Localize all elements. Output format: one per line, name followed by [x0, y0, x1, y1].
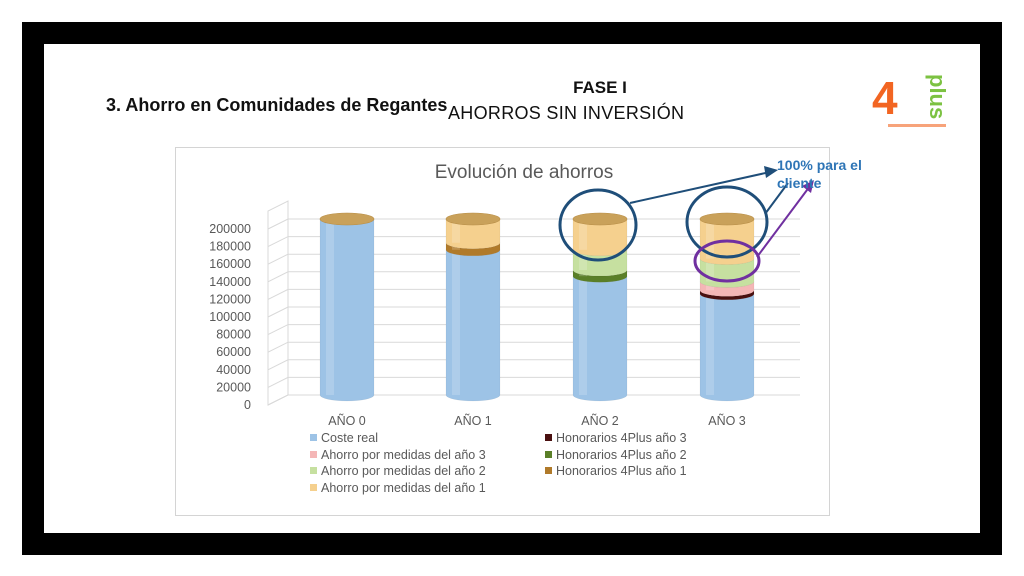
legend-label: Honorarios 4Plus año 2 [556, 447, 687, 462]
y-tick-label: 100000 [209, 310, 251, 324]
legend-label: Ahorro por medidas del año 2 [321, 464, 486, 478]
legend-label: Ahorro por medidas del año 1 [321, 480, 486, 495]
legend-swatch [545, 434, 552, 442]
bar-top-cap [445, 212, 501, 226]
side-wall [267, 200, 289, 406]
x-axis: AÑO 0 AÑO 1 AÑO 2 AÑO 3 [328, 414, 746, 428]
x-tick-label: AÑO 3 [708, 414, 746, 428]
bar-segment [445, 249, 501, 402]
x-tick-label: AÑO 2 [581, 414, 619, 428]
arrow-line-year3 [764, 182, 789, 215]
y-tick-label: 80000 [216, 328, 251, 342]
bar-segment [319, 218, 375, 402]
gridline [267, 253, 800, 265]
gridline [267, 218, 800, 230]
legend-swatch [545, 450, 552, 458]
legend-label: Ahorro por medidas del año 3 [321, 447, 486, 462]
logo-plus-text: plus [925, 74, 950, 119]
y-tick-label: 180000 [209, 240, 251, 254]
chart-title: Evolución de ahorros [435, 162, 614, 183]
bar-segment [572, 276, 628, 402]
y-tick-label: 60000 [216, 345, 251, 359]
chart-bars [319, 212, 755, 402]
highlight-circle-year3 [685, 185, 769, 259]
legend-item: Ahorro por medidas del año 1 [310, 481, 486, 495]
section-title: 3. Ahorro en Comunidades de Regantes [106, 95, 448, 115]
gridline [267, 271, 800, 283]
bar-top-cap [319, 212, 375, 226]
x-tick-label: AÑO 0 [328, 414, 366, 428]
y-tick-label: 40000 [216, 363, 251, 377]
legend-item: Coste real [310, 431, 378, 445]
legend-swatch [310, 483, 317, 491]
callout-text: 100% para el cliente [777, 157, 862, 191]
legend-item: Honorarios 4Plus año 2 [545, 448, 687, 462]
legend-swatch [310, 450, 317, 458]
logo-text: 4 [872, 72, 898, 124]
y-axis: 0 20000 40000 60000 80000 100000 120000 140000 1… [209, 222, 251, 412]
gridline [267, 359, 800, 371]
y-tick-label: 200000 [209, 222, 251, 236]
y-tick-label: 140000 [209, 275, 251, 289]
chart-grid [267, 200, 800, 406]
legend-label: Honorarios 4Plus año 3 [556, 431, 687, 445]
bar-segment [699, 293, 755, 402]
legend-label: Coste real [321, 431, 378, 445]
gridline [267, 236, 800, 248]
x-tick-label: AÑO 1 [454, 414, 492, 428]
y-tick-label: 20000 [216, 380, 251, 394]
legend-item: Honorarios 4Plus año 1 [545, 464, 687, 478]
y-tick-label: 160000 [209, 257, 251, 271]
phase-title: FASE I [573, 78, 627, 97]
bar-top-cap [699, 212, 755, 226]
gridline [267, 288, 800, 300]
y-tick-label: 120000 [209, 292, 251, 306]
legend-item: Ahorro por medidas del año 2 [310, 464, 486, 478]
legend-swatch [545, 467, 552, 475]
legend-swatch [310, 467, 317, 475]
legend-label: Honorarios 4Plus año 1 [556, 464, 687, 478]
annotations [558, 166, 814, 283]
phase-subtitle: AHORROS SIN INVERSIÓN [448, 103, 685, 123]
y-tick-label: 0 [244, 398, 251, 412]
arrow-line-purple [756, 185, 811, 258]
highlight-circle-year2 [558, 188, 638, 262]
gridline [267, 341, 800, 353]
gridline [267, 376, 800, 388]
gridline [267, 324, 800, 336]
highlight-circle-purple [693, 239, 761, 283]
gridline [267, 306, 800, 318]
legend-swatch [310, 434, 317, 442]
arrowhead-purple [802, 180, 814, 193]
bar-top-cap [572, 212, 628, 226]
company-logo: 4 plus [872, 72, 950, 127]
legend-item: Ahorro por medidas del año 3 [310, 448, 486, 462]
arrowhead-year2 [764, 166, 778, 178]
arrow-line-year2 [629, 171, 771, 204]
legend-item: Honorarios 4Plus año 3 [545, 431, 687, 445]
logo-tagline [888, 124, 946, 127]
gridline [267, 394, 800, 406]
